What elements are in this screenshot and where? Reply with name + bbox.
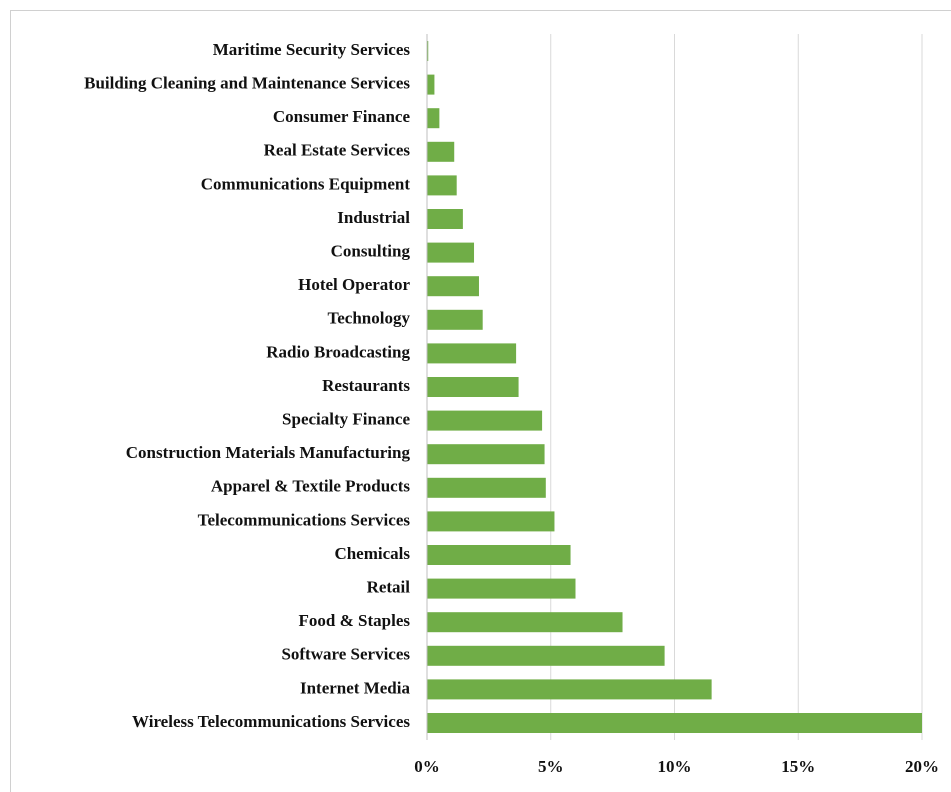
bar: [427, 477, 546, 498]
y-tick-label: Hotel Operator: [298, 275, 410, 294]
y-tick-label: Chemicals: [334, 544, 410, 563]
bar: [427, 444, 545, 465]
x-tick-label: 15%: [781, 757, 815, 776]
bar: [427, 276, 479, 297]
y-tick-label: Consumer Finance: [273, 107, 411, 126]
y-tick-label: Retail: [367, 578, 411, 597]
bar: [427, 108, 440, 129]
bar: [427, 41, 429, 61]
y-tick-label: Real Estate Services: [264, 141, 411, 160]
y-tick-label: Building Cleaning and Maintenance Servic…: [84, 74, 410, 93]
bar: [427, 141, 455, 162]
y-tick-label: Software Services: [281, 645, 410, 664]
y-tick-label: Food & Staples: [299, 611, 411, 630]
y-tick-label: Telecommunications Services: [198, 510, 411, 529]
y-tick-label: Radio Broadcasting: [266, 342, 410, 361]
bar: [427, 175, 457, 196]
bar: [427, 377, 519, 397]
y-tick-label: Restaurants: [322, 376, 410, 395]
x-tick-label: 0%: [414, 757, 440, 776]
y-tick-label: Apparel & Textile Products: [211, 477, 411, 496]
bar: [427, 511, 555, 532]
bar: [427, 209, 463, 229]
y-tick-label: Technology: [327, 309, 410, 328]
y-tick-label: Internet Media: [300, 678, 411, 697]
x-tick-label: 20%: [905, 757, 939, 776]
x-tick-label: 10%: [658, 757, 692, 776]
bar: [427, 343, 517, 364]
bar: [427, 578, 576, 599]
bar: [427, 242, 475, 263]
chart-frame: [10, 10, 951, 792]
y-tick-label: Maritime Security Services: [213, 40, 411, 59]
y-tick-label: Consulting: [331, 242, 411, 261]
y-tick-label: Communications Equipment: [201, 174, 411, 193]
x-tick-label: 5%: [538, 757, 564, 776]
bar: [427, 679, 712, 700]
bar: [427, 410, 543, 431]
bar: [427, 713, 922, 733]
y-tick-label: Construction Materials Manufacturing: [126, 443, 411, 462]
bar: [427, 645, 665, 666]
y-tick-label: Industrial: [337, 208, 410, 227]
bar: [427, 612, 623, 633]
y-tick-label: Wireless Telecommunications Services: [132, 712, 410, 731]
bar: [427, 545, 571, 565]
bar: [427, 74, 435, 95]
y-tick-label: Specialty Finance: [282, 410, 410, 429]
bar: [427, 309, 483, 330]
